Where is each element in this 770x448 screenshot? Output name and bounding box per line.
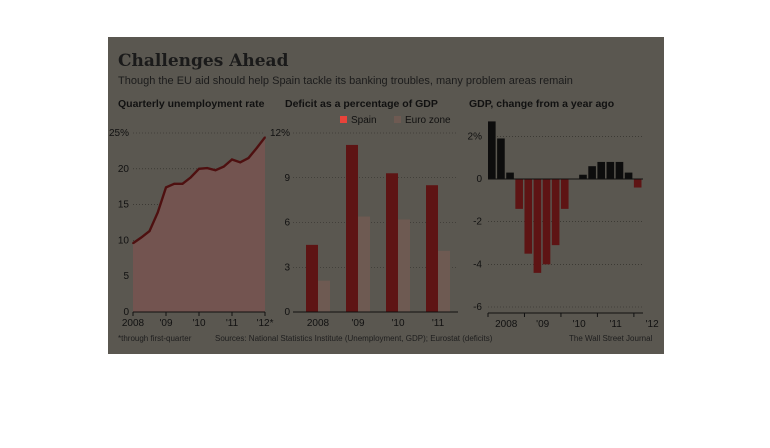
gdp-bar-positive: [597, 161, 606, 179]
unemployment-point: [198, 167, 200, 170]
unemployment-x-tick-label: 2008: [122, 318, 145, 329]
deficit-chart-title: Deficit as a percentage of GDP: [285, 98, 438, 110]
gdp-bar-positive: [588, 166, 596, 179]
legend-label-spain: Spain: [351, 115, 377, 126]
gdp-x-tick-label: '11: [609, 319, 622, 330]
unemployment-point: [222, 165, 225, 168]
unemployment-point: [140, 236, 143, 239]
chart-subtitle: Though the EU aid should help Spain tack…: [118, 75, 573, 87]
gdp-x-tick-label: '10: [573, 319, 586, 330]
gdp-bar-negative: [524, 179, 533, 254]
unemployment-x-tick-label: '11: [226, 318, 239, 329]
gdp-y-tick-label: 2%: [468, 131, 483, 142]
gdp-bar-positive: [506, 172, 514, 179]
deficit-x-tick-label: 2008: [307, 318, 330, 329]
unemployment-y-tick-label: 25%: [109, 128, 129, 139]
gdp-y-tick-label: -6: [473, 302, 482, 313]
footnote: *through first-quarter: [118, 334, 192, 343]
unemployment-point: [165, 186, 167, 189]
deficit-y-tick-label: 0: [284, 307, 290, 318]
gdp-y-tick-label: -4: [473, 259, 482, 270]
deficit-bar-euro-zone: [318, 280, 330, 312]
gdp-bar-positive: [579, 174, 587, 179]
deficit-y-tick-label: 9: [284, 173, 290, 184]
unemployment-point: [255, 147, 258, 149]
deficit-bar-spain: [306, 244, 318, 312]
gdp-bar-positive: [615, 161, 624, 179]
sources-note: Sources: National Statistics Institute (…: [215, 334, 493, 343]
unemployment-point: [132, 242, 134, 245]
unemployment-y-tick-label: 0: [123, 307, 129, 318]
unemployment-chart-title: Quarterly unemployment rate: [118, 98, 265, 110]
deficit-y-tick-label: 3: [284, 262, 290, 273]
deficit-bar-spain: [426, 185, 438, 312]
unemployment-x-tick-label: '09: [159, 318, 172, 329]
unemployment-point: [214, 169, 217, 172]
gdp-bar-negative: [560, 179, 569, 209]
deficit-bar-spain: [386, 173, 398, 312]
gdp-bar-negative: [542, 179, 551, 265]
deficit-bar-euro-zone: [358, 216, 370, 312]
deficit-bar-euro-zone: [438, 250, 450, 312]
gdp-x-tick-label: 2008: [495, 319, 518, 330]
unemployment-point: [181, 182, 184, 185]
unemployment-x-tick-label: '10: [192, 318, 205, 329]
gdp-y-tick-label: -2: [473, 217, 482, 228]
chart-panel: Challenges Ahead Though the EU aid shoul…: [108, 37, 664, 354]
unemployment-point: [173, 182, 176, 185]
deficit-x-tick-label: '10: [391, 318, 404, 329]
gdp-bar-positive: [624, 172, 633, 179]
unemployment-point: [239, 161, 242, 164]
unemployment-point: [247, 157, 250, 159]
gdp-chart-title: GDP, change from a year ago: [469, 98, 615, 110]
gdp-bar-positive: [488, 121, 496, 179]
charts-svg: 0 5 10 15 20 25% 2008 '09 '10 '11 '12* 0 3 6 9 12% 2008 '…: [109, 115, 659, 330]
unemployment-point: [206, 167, 209, 169]
unemployment-y-tick-label: 10: [118, 235, 130, 246]
gdp-bar-negative: [533, 179, 542, 273]
gdp-bar-positive: [606, 161, 615, 179]
unemployment-y-tick-label: 15: [118, 200, 130, 211]
credit-note: The Wall Street Journal: [569, 334, 653, 343]
gdp-bar-negative: [515, 179, 523, 209]
unemployment-point: [264, 136, 266, 139]
chart-title: Challenges Ahead: [118, 51, 289, 71]
gdp-x-tick-label: '09: [536, 319, 549, 330]
gdp-bar-positive: [497, 138, 505, 179]
unemployment-point: [156, 211, 159, 214]
unemployment-y-tick-label: 20: [118, 164, 130, 175]
legend-swatch-euro-zone: [394, 116, 401, 123]
legend-label-euro-zone: Euro zone: [405, 115, 451, 126]
unemployment-x-tick-label: '12*: [257, 318, 274, 329]
deficit-bar-euro-zone: [398, 219, 410, 312]
legend-swatch-spain: [340, 116, 347, 123]
deficit-bar-spain: [346, 144, 358, 312]
unemployment-y-tick-label: 5: [123, 271, 129, 282]
deficit-y-tick-label: 12%: [270, 128, 290, 139]
unemployment-point: [231, 158, 233, 161]
deficit-x-tick-label: '09: [351, 318, 364, 329]
gdp-y-tick-label: 0: [476, 174, 482, 185]
gdp-bar-negative: [633, 179, 642, 188]
unemployment-point: [148, 230, 151, 232]
unemployment-point: [189, 176, 192, 179]
gdp-bar-negative: [551, 179, 560, 246]
gdp-x-tick-label: '12: [646, 319, 659, 330]
unemployment-area: [133, 137, 265, 312]
deficit-y-tick-label: 6: [284, 218, 290, 229]
deficit-x-tick-label: '11: [432, 318, 445, 329]
